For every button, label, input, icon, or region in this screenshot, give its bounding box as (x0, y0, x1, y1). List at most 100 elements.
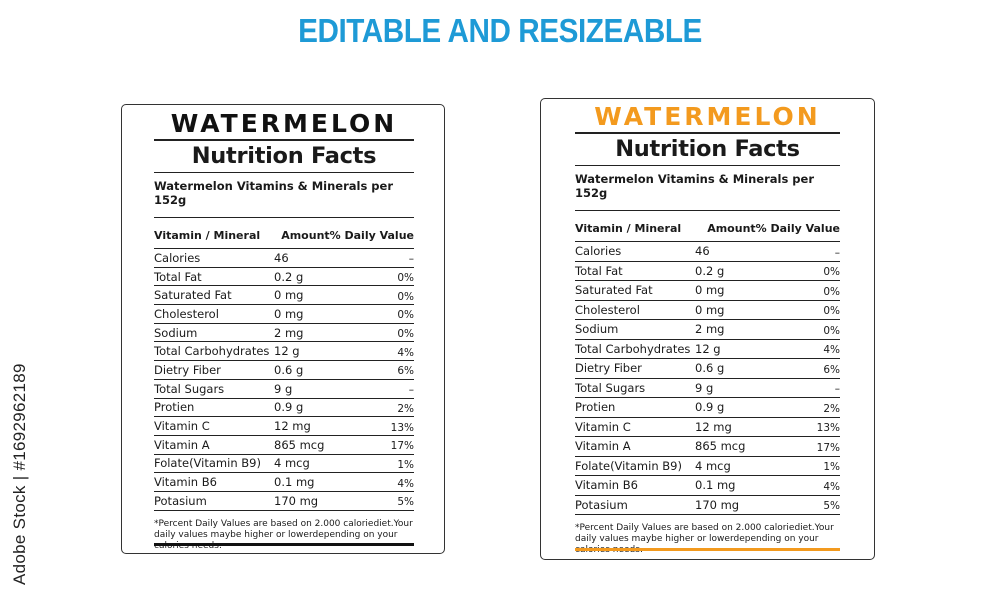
nutrient-amount: 170 mg (274, 493, 319, 508)
nutrient-row: Dietry Fiber 0.6 g 6% (575, 358, 840, 378)
nutrient-daily-value: 0% (823, 266, 840, 279)
nutrient-name: Total Carbohydrates (575, 341, 691, 356)
nutrient-name: Dietry Fiber (575, 361, 642, 376)
label-content: WATERMELON Nutrition Facts Watermelon Vi… (154, 105, 414, 552)
nutrient-row: Potasium 170 mg 5% (575, 494, 840, 515)
nutrient-name: Vitamin C (575, 419, 631, 434)
divider (575, 514, 840, 515)
label-title: Nutrition Facts (615, 136, 800, 162)
nutrient-name: Vitamin B6 (154, 475, 217, 490)
nutrient-row: Vitamin A 865 mcg 17% (154, 434, 414, 454)
nutrient-name: Vitamin A (154, 437, 210, 452)
nutrient-daily-value: 0% (397, 272, 414, 285)
nutrient-daily-value: 2% (397, 402, 414, 415)
nutrient-row: Sodium 2 mg 0% (154, 322, 414, 342)
label-subtitle: Watermelon Vitamins & Minerals per 152g (575, 172, 815, 200)
nutrient-name: Sodium (575, 322, 619, 337)
nutrient-row: Vitamin A 865 mcg 17% (575, 436, 840, 456)
nutrient-name: Total Sugars (575, 380, 646, 395)
nutrient-name: Folate(Vitamin B9) (575, 458, 682, 473)
nutrient-name: Cholesterol (575, 302, 640, 317)
nutrient-daily-value: 17% (390, 440, 414, 453)
nutrient-row: Folate(Vitamin B9) 4 mcg 1% (154, 453, 414, 473)
nutrient-name: Protien (575, 400, 616, 415)
nutrient-daily-value: 6% (397, 365, 414, 378)
nutrient-daily-value: 5% (397, 496, 414, 509)
divider (154, 172, 414, 173)
nutrient-daily-value: 13% (816, 422, 840, 435)
nutrient-daily-value: 4% (397, 346, 414, 359)
nutrient-row: Vitamin C 12 mg 13% (154, 416, 414, 435)
brand-name: WATERMELON (170, 109, 398, 138)
label-title: Nutrition Facts (191, 143, 377, 169)
nutrient-amount: 12 mg (274, 419, 311, 434)
nutrient-row: Total Carbohydrates 12 g 4% (154, 341, 414, 360)
nutrient-row: Vitamin C 12 mg 13% (575, 416, 840, 437)
banner-title: EDITABLE AND RESIZEABLE (298, 12, 702, 49)
nutrient-daily-value: 6% (823, 363, 840, 376)
nutrient-daily-value: – (408, 253, 414, 266)
divider (154, 139, 414, 141)
nutrient-daily-value: 4% (823, 480, 840, 493)
nutrient-name: Total Carbohydrates (154, 344, 270, 359)
nutrient-row: Total Carbohydrates 12 g 4% (575, 338, 840, 359)
nutrient-amount: 46 (274, 250, 289, 265)
nutrient-amount: 12 mg (695, 419, 732, 434)
nutrient-amount: 0.6 g (274, 362, 304, 377)
nutrient-amount: 12 g (274, 344, 300, 359)
nutrient-daily-value: 5% (823, 500, 840, 513)
nutrient-name: Vitamin C (154, 419, 210, 434)
nutrient-daily-value: 1% (397, 458, 414, 471)
column-value-header: Amount% Daily Value (707, 222, 840, 235)
nutrient-amount: 865 mcg (274, 437, 325, 452)
nutrient-row: Dietry Fiber 0.6 g 6% (154, 360, 414, 379)
bottom-bar (154, 543, 414, 546)
nutrient-row: Potasium 170 mg 5% (154, 490, 414, 510)
divider (575, 165, 840, 166)
column-name-header: Vitamin / Mineral (575, 222, 682, 235)
nutrient-name: Dietry Fiber (154, 362, 221, 377)
nutrient-amount: 0.2 g (274, 269, 304, 284)
nutrient-daily-value: 4% (397, 477, 414, 490)
nutrient-row: Total Fat 0.2 g 0% (575, 260, 840, 281)
nutrient-amount: 46 (695, 244, 710, 259)
nutrient-row: Calories 46 – (154, 248, 414, 267)
nutrient-row: Folate(Vitamin B9) 4 mcg 1% (575, 455, 840, 476)
nutrient-daily-value: 13% (390, 421, 414, 434)
nutrient-row: Vitamin B6 0.1 mg 4% (154, 472, 414, 491)
nutrient-rows: Calories 46– Total Fat 0.2 g 0% Saturated Fat… (575, 241, 840, 514)
nutrient-daily-value: – (408, 384, 414, 397)
divider (575, 210, 840, 211)
nutrient-daily-value: 0% (397, 309, 414, 322)
divider (154, 217, 414, 218)
nutrient-name: Calories (575, 244, 622, 259)
nutrient-amount: 0 mg (274, 288, 304, 303)
nutrient-amount: 0 mg (274, 306, 304, 321)
nutrient-daily-value: 0% (823, 285, 840, 298)
nutrient-daily-value: 0% (397, 290, 414, 303)
nutrient-row: Total Fat 0.2 g 0% (154, 266, 414, 286)
nutrient-daily-value: 17% (816, 441, 840, 454)
nutrition-label-black: WATERMELON Nutrition Facts Watermelon Vi… (121, 104, 445, 554)
nutrient-name: Calories (154, 250, 201, 265)
nutrient-row: Sodium 2 mg 0% (575, 319, 840, 339)
nutrient-row: Cholesterol 0 mg 0% (575, 299, 840, 320)
nutrient-name: Saturated Fat (154, 288, 232, 303)
column-value-header: Amount% Daily Value (281, 229, 414, 242)
nutrient-row: Vitamin B6 0.1 mg 4% (575, 475, 840, 495)
nutrient-amount: 0.1 mg (274, 475, 315, 490)
nutrient-amount: 9 g (695, 380, 714, 395)
nutrient-amount: 4 mcg (695, 458, 731, 473)
nutrient-row: Protien 0.9 g 2% (575, 397, 840, 417)
nutrient-row: Cholesterol 0 mg 0% (154, 304, 414, 323)
nutrient-amount: 0.6 g (695, 361, 725, 376)
nutrient-row: Protien 0.9 g 2% (154, 397, 414, 417)
nutrient-row: Total Sugars 9 g – (575, 377, 840, 398)
nutrient-name: Saturated Fat (575, 283, 653, 298)
nutrient-rows: Calories 46– Total Fat 0.2 g 0% Saturated Fat… (154, 248, 414, 510)
nutrient-row: Total Sugars 9 g – (154, 378, 414, 398)
nutrient-name: Folate(Vitamin B9) (154, 456, 261, 471)
nutrient-amount: 0.1 mg (695, 478, 736, 493)
nutrient-row: Saturated Fat 0 mg 0% (154, 285, 414, 304)
nutrient-amount: 0.2 g (695, 263, 725, 278)
